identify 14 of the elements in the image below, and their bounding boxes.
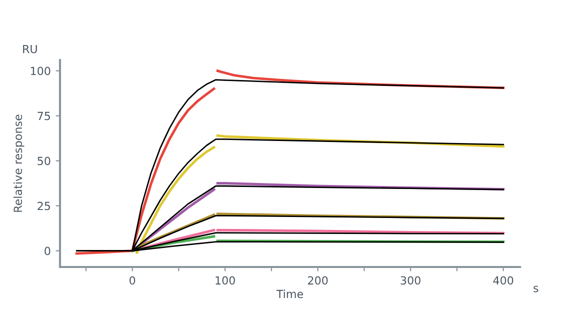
y-tick-label: 50 <box>38 156 50 166</box>
x-axis-title: Time <box>276 290 303 298</box>
x-tick-label: 0 <box>130 276 136 285</box>
y-tick-label: 0 <box>44 246 50 256</box>
x-tick-label: 300 <box>400 276 420 285</box>
x-tick-label: 400 <box>493 276 514 285</box>
x-tick-label: 100 <box>216 276 235 285</box>
y-tick-label: 25 <box>38 202 50 210</box>
y-axis-title: Relative response <box>13 114 24 212</box>
text: RU <box>23 44 37 54</box>
y-tick-label: 100 <box>30 66 50 76</box>
y-tick-label: 75 <box>38 112 50 120</box>
text: s <box>534 286 538 292</box>
x-tick-label: 200 <box>308 276 328 285</box>
